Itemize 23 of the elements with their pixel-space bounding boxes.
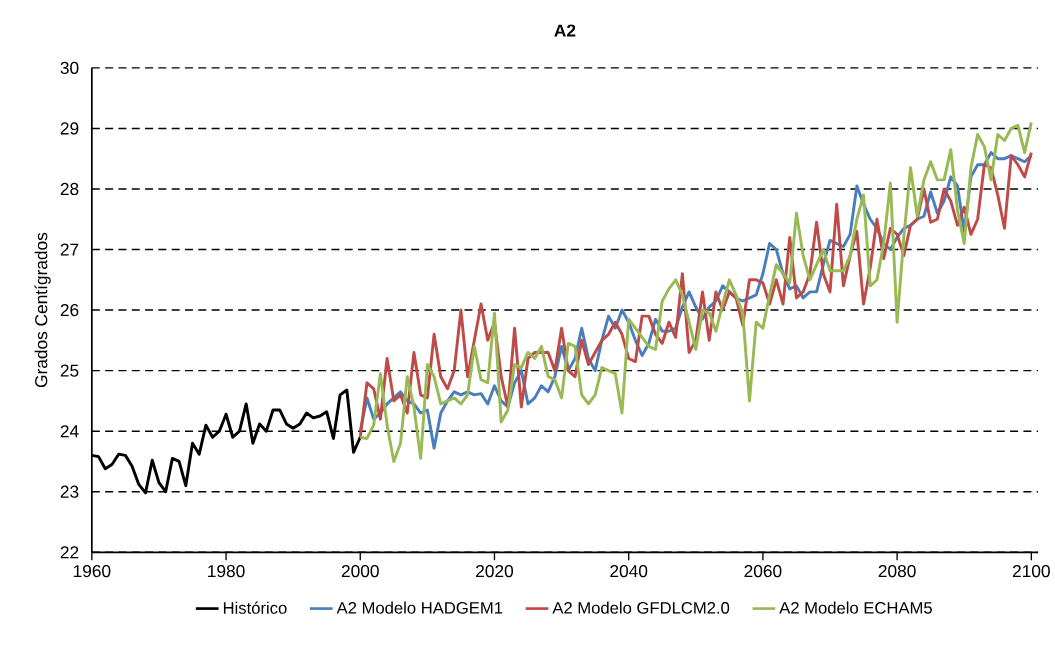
y-tick-label: 26: [60, 304, 79, 317]
x-tick-label: 2080: [878, 565, 916, 578]
x-tick-label: 1960: [73, 565, 111, 578]
chart-title: A2: [554, 24, 576, 37]
legend-label: A2 Modelo GFDLCM2.0: [552, 601, 730, 614]
y-tick-label: 24: [60, 425, 79, 438]
y-tick-label: 30: [60, 61, 79, 75]
x-tick-label: 1980: [208, 565, 245, 578]
y-tick-label: 27: [60, 243, 79, 256]
y-tick-label: 22: [60, 546, 79, 559]
y-tick-label: 28: [60, 182, 79, 196]
y-tick-label: 29: [60, 122, 79, 135]
y-axis-title: Grados Centígrados: [34, 232, 51, 388]
y-tick-label: 25: [60, 364, 79, 377]
y-tick-label: 23: [60, 485, 79, 498]
legend-label: A2 Modelo ECHAM5: [779, 601, 932, 614]
x-tick-label: 2000: [341, 565, 379, 578]
x-tick-label: 2020: [476, 565, 514, 578]
legend-label: Histórico: [223, 601, 287, 614]
x-tick-label: 2040: [610, 565, 648, 578]
x-tick-label: 2100: [1012, 565, 1050, 578]
legend-label: A2 Modelo HADGEM1: [336, 601, 503, 614]
x-tick-label: 2060: [744, 565, 782, 578]
